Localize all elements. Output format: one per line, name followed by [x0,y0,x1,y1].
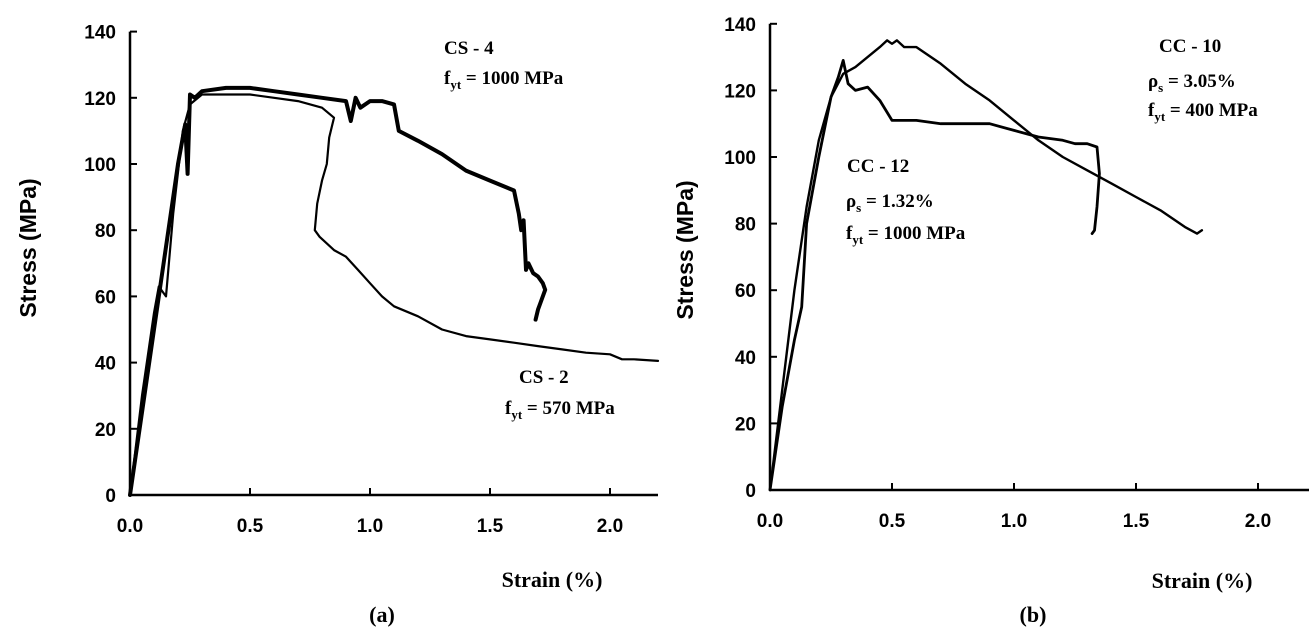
panel-b-y-tick-label: 80 [735,215,756,236]
series-cs-2-curve [128,93,660,497]
annotation-cc10-rho: ρs = 3.05% [1148,71,1236,95]
panel-a-y-tick-label: 40 [95,354,116,375]
panel-b: Stress (MPa) Strain (%) (b) CC - 10 ρs =… [672,15,1309,627]
panel-a-y-tick-label: 0 [105,486,116,507]
panel-b-x-tick-label: 1.0 [1001,511,1027,532]
panel-a: Stress (MPa) Strain (%) (a) CS - 4 fyt =… [15,23,660,627]
panel-a-y-tick-label: 80 [95,221,116,242]
series-cc-10-curve [768,39,1204,492]
panel-b-y-tick-label: 40 [735,348,756,369]
panel-a-x-tick-label: 0.5 [237,516,264,537]
annotation-cc12-rho: ρs = 1.32% [846,191,934,215]
panel-a-y-tick-label: 120 [84,89,116,110]
panel-b-x-axis-label: Strain (%) [1152,568,1253,593]
panel-a-x-tick-label: 1.0 [357,516,383,537]
panel-b-y-tick-label: 140 [724,15,756,36]
panel-b-label: (b) [1020,602,1047,627]
panel-b-x-tick-label: 1.5 [1123,511,1150,532]
panel-b-x-tick-label: 0.0 [757,511,783,532]
panel-a-x-axis-label: Strain (%) [502,567,603,592]
panel-b-y-tick-label: 60 [735,281,756,302]
panel-b-x-tick-label: 0.5 [879,511,906,532]
panel-b-y-tick-label: 120 [724,81,756,102]
annotation-cc12-name: CC - 12 [847,156,909,177]
panel-a-y-tick-label: 100 [84,155,116,176]
panel-a-x-tick-label: 0.0 [117,516,143,537]
series-cc-12-curve [768,59,1101,492]
panel-a-y-tick-label: 20 [95,420,116,441]
panel-a-x-tick-label: 2.0 [597,516,623,537]
annotation-cc10-fyt: fyt = 400 MPa [1148,100,1258,124]
panel-a-y-tick-label: 140 [84,23,116,44]
panel-b-x-tick-label: 2.0 [1245,511,1271,532]
panel-b-y-tick-label: 20 [735,414,756,435]
panel-a-x-tick-label: 1.5 [477,516,504,537]
annotation-cc10-name: CC - 10 [1159,36,1221,57]
annotation-cs4-fyt: fyt = 1000 MPa [444,68,564,92]
panel-b-y-tick-label: 100 [724,148,756,169]
panel-a-y-axis-label: Stress (MPa) [15,178,41,317]
panel-b-y-axis-label: Stress (MPa) [672,180,698,319]
panel-a-label: (a) [369,602,395,627]
panel-b-y-tick-label: 0 [745,481,756,502]
series-cs-4-curve [128,85,548,497]
annotation-cc12-fyt: fyt = 1000 MPa [846,223,966,247]
annotation-cs2-fyt: fyt = 570 MPa [505,398,615,422]
annotation-cs2-name: CS - 2 [519,367,569,388]
panel-a-y-tick-label: 60 [95,287,116,308]
annotation-cs4-name: CS - 4 [444,38,494,59]
